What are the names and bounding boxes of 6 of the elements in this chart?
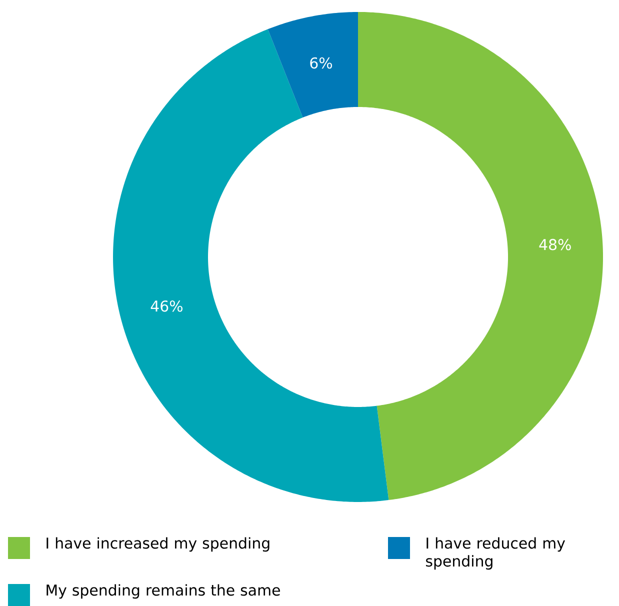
data-label: 6%	[310, 57, 332, 69]
legend-label: My spending remains the same	[46, 584, 280, 599]
data-label: 46%	[150, 300, 182, 312]
data-label: 48%	[539, 238, 571, 250]
legend-label: I have increased my spending	[46, 537, 270, 552]
legend-label: I have reduced my spending	[426, 537, 566, 570]
